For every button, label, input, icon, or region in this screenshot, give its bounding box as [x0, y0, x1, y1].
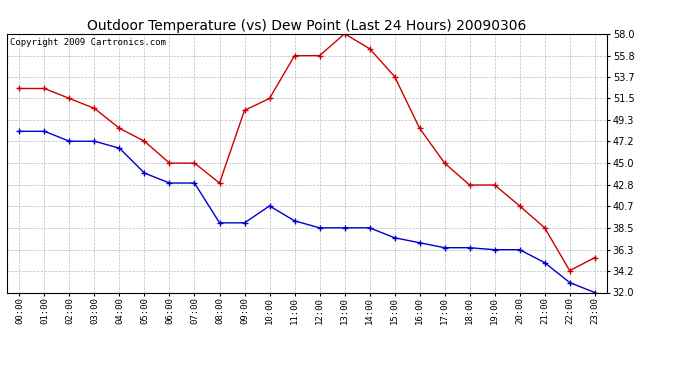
Title: Outdoor Temperature (vs) Dew Point (Last 24 Hours) 20090306: Outdoor Temperature (vs) Dew Point (Last…	[88, 19, 526, 33]
Text: Copyright 2009 Cartronics.com: Copyright 2009 Cartronics.com	[10, 38, 166, 46]
